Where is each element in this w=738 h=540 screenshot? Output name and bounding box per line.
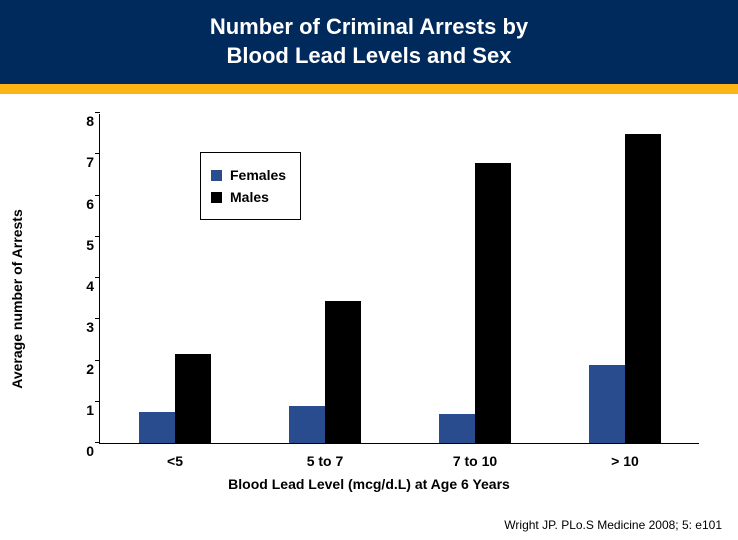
slide-title: Number of Criminal Arrests by Blood Lead… [210, 13, 528, 70]
bar [439, 414, 475, 443]
bar [475, 163, 511, 444]
y-tick-label: 4 [64, 278, 94, 294]
legend-item: Females [211, 167, 286, 183]
title-line1: Number of Criminal Arrests by [210, 14, 528, 39]
y-tick-label: 0 [64, 443, 94, 459]
legend-label: Males [230, 189, 269, 205]
bar [139, 412, 175, 443]
x-tick-label: 7 to 10 [453, 453, 497, 469]
bar [589, 365, 625, 443]
bar [175, 354, 211, 443]
y-tick-label: 5 [64, 237, 94, 253]
y-tick-label: 8 [64, 113, 94, 129]
y-tick-label: 6 [64, 196, 94, 212]
y-tick-mark [95, 153, 100, 154]
y-tick-mark [95, 195, 100, 196]
header-stripe [0, 84, 738, 94]
citation: Wright JP. PLo.S Medicine 2008; 5: e101 [504, 518, 722, 532]
x-axis-label: Blood Lead Level (mcg/d.L) at Age 6 Year… [228, 476, 510, 492]
plot-area: FemalesMales 012345678<55 to 77 to 10> 1… [99, 114, 699, 444]
y-tick-mark [95, 112, 100, 113]
bar [289, 406, 325, 443]
legend: Females Males [200, 152, 301, 220]
x-tick-label: 5 to 7 [307, 453, 344, 469]
y-tick-mark [95, 360, 100, 361]
y-tick-label: 1 [64, 402, 94, 418]
x-tick-label: <5 [167, 453, 183, 469]
y-axis-label: Average number of Arrests [9, 209, 25, 388]
slide-header: Number of Criminal Arrests by Blood Lead… [0, 0, 738, 84]
bar [625, 134, 661, 443]
y-tick-mark [95, 318, 100, 319]
legend-swatch [211, 170, 222, 181]
y-tick-label: 3 [64, 319, 94, 335]
chart-container: Average number of Arrests FemalesMales 0… [39, 114, 699, 484]
y-tick-mark [95, 442, 100, 443]
legend-item: Males [211, 189, 286, 205]
legend-label: Females [230, 167, 286, 183]
y-tick-mark [95, 236, 100, 237]
y-tick-mark [95, 401, 100, 402]
x-tick-label: > 10 [611, 453, 639, 469]
y-tick-label: 2 [64, 361, 94, 377]
title-line2: Blood Lead Levels and Sex [227, 43, 512, 68]
y-tick-mark [95, 277, 100, 278]
bar [325, 301, 361, 443]
legend-swatch [211, 192, 222, 203]
y-tick-label: 7 [64, 154, 94, 170]
